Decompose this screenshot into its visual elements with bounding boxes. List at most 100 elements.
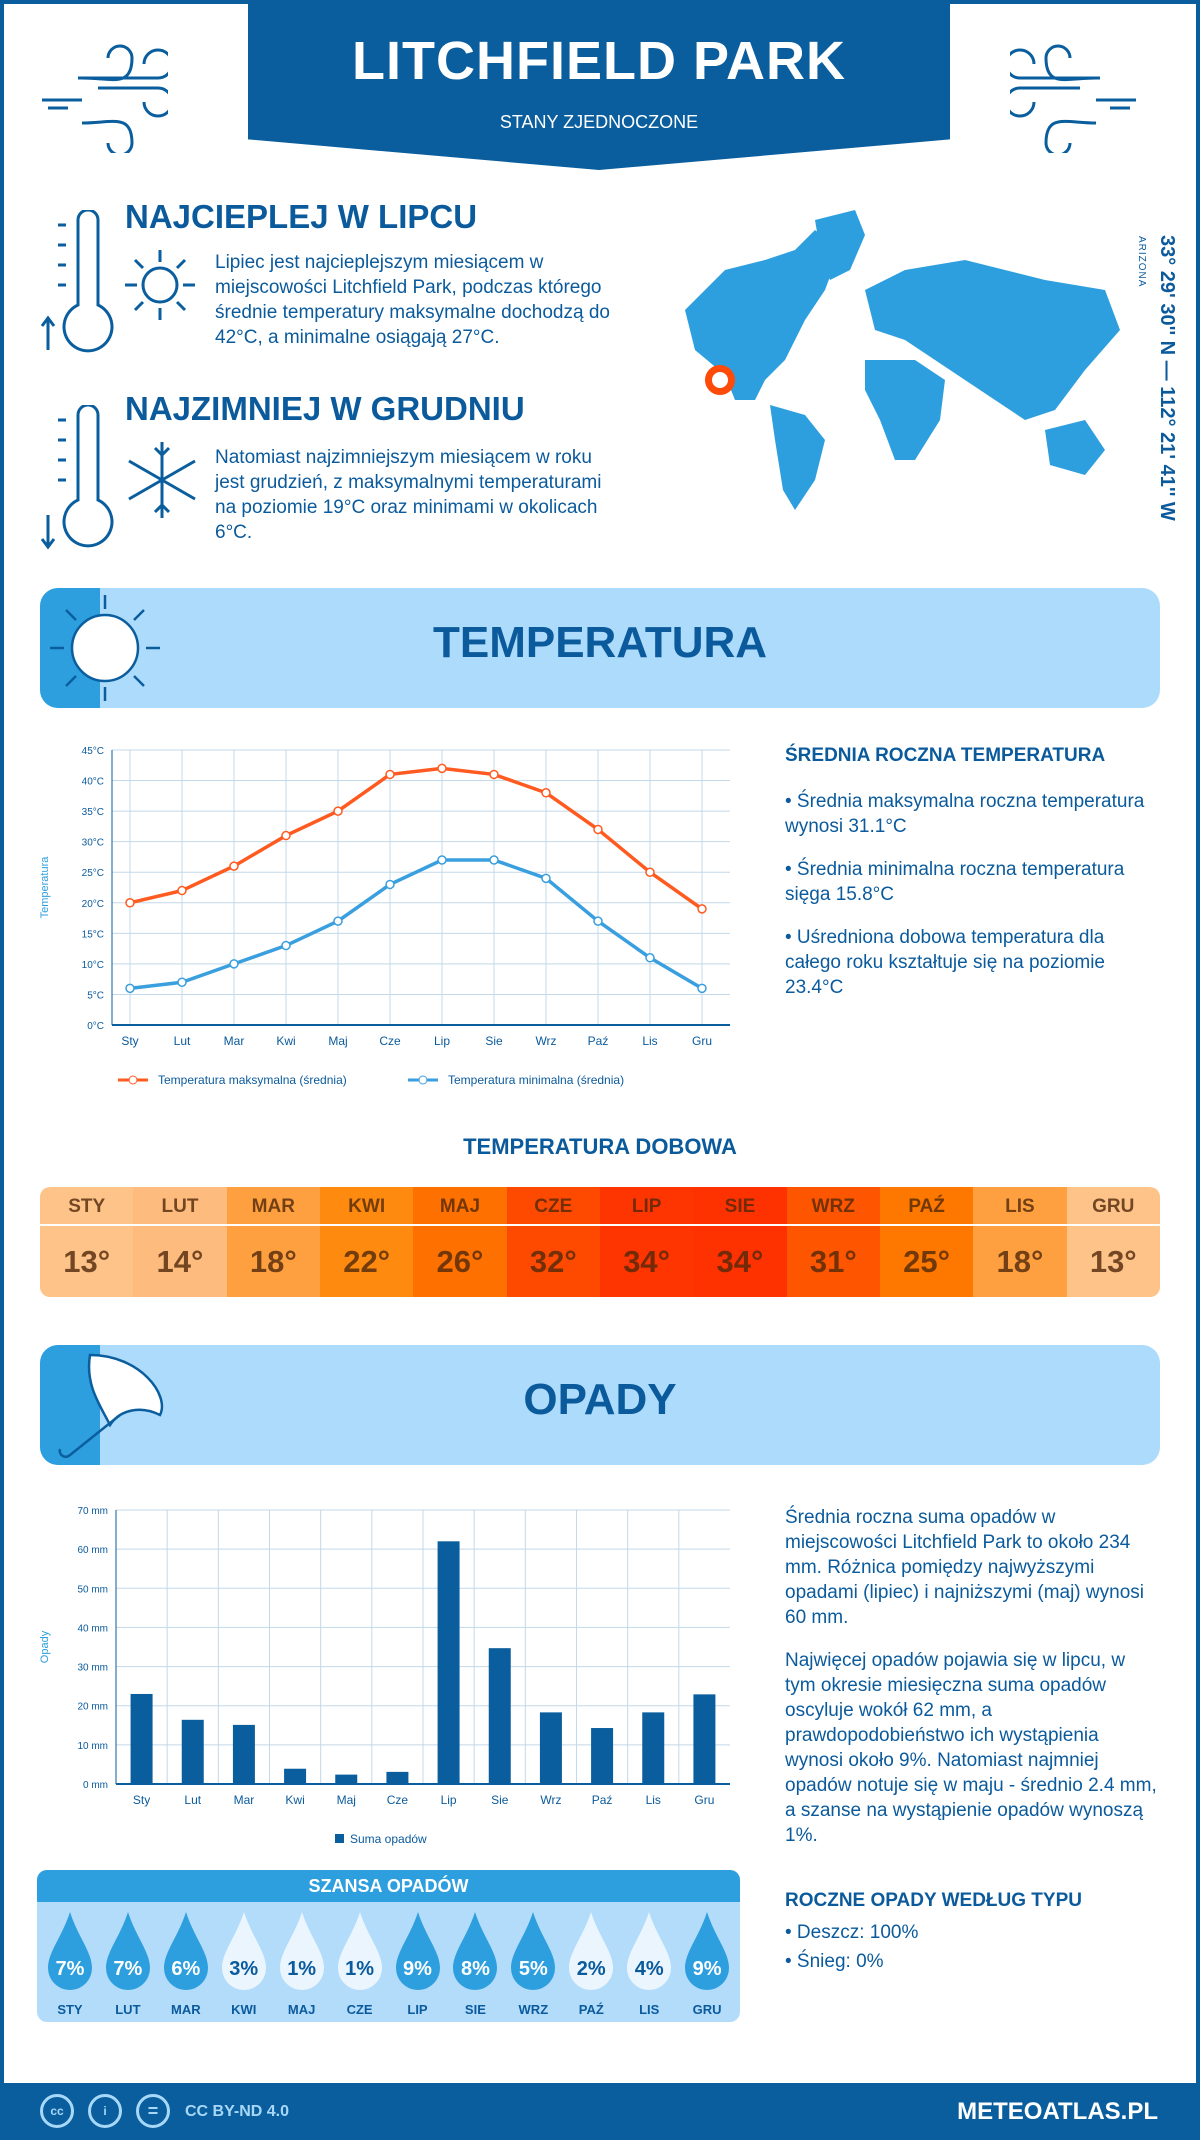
month-label: WRZ [518,2002,549,2017]
temperature-section-title: TEMPERATURA [432,618,768,667]
precip-chance-drop: 5% WRZ [504,1902,562,2022]
precip-chance-drop: 4% LIS [620,1902,678,2022]
y-tick-label: 0°C [87,1021,104,1032]
precip-chance-drop: 9% GRU [678,1902,736,2022]
month-label: LIP [599,1187,694,1226]
y-tick-label: 20°C [82,899,104,910]
precip-summary: Średnia roczna suma opadów w miejscowośc… [785,1505,1160,1866]
legend-label: Temperatura minimalna (średnia) [448,1073,624,1087]
data-point [333,916,343,926]
cc-icon: cc [40,2094,74,2128]
chance-value: 1% [287,1958,317,1980]
bar [437,1541,460,1784]
sun-icon [125,250,195,320]
chance-value: 2% [576,1958,606,1980]
warmest-heading: NAJCIEPLEJ W LIPCU [125,198,478,235]
precip-chance-drop: 1% MAJ [273,1902,331,2022]
raindrop-icon [221,1912,266,1990]
data-point [645,953,655,963]
month-label: GRU [692,2002,722,2017]
region-label: ARIZONA [1136,236,1147,288]
coldest-text: Natomiast najzimniejszym miesiącem w rok… [215,447,602,543]
bar [232,1724,255,1784]
temp-value: 22° [343,1243,391,1279]
precip-chance-drop: 7% LUT [99,1902,157,2022]
data-point [541,788,551,798]
data-point [229,959,239,969]
precip-chance-drop: 6% MAR [157,1902,215,2022]
daily-temp-title: TEMPERATURA DOBOWA [463,1134,737,1159]
month-label: KWI [231,2002,257,2017]
x-tick-label: Kwi [276,1034,295,1048]
precip-chance-drop: 2% PAŹ [562,1902,620,2022]
chance-value: 7% [113,1958,143,1980]
chance-value: 9% [403,1958,432,1980]
precip-chance-drop: 3% KWI [215,1902,273,2022]
wind-icon [1010,44,1136,153]
data-point [697,904,707,914]
page-title: LITCHFIELD PARK [352,31,846,91]
chance-value: 6% [171,1958,201,1980]
y-tick-label: 35°C [82,807,104,818]
series-line [129,858,703,991]
location-marker [705,365,735,395]
x-tick-label: Mar [234,1793,255,1807]
temp-value: 18° [249,1243,297,1279]
coldest-heading: NAJZIMNIEJ W GRUDNIU [125,390,525,427]
bar [539,1712,562,1784]
data-point [177,977,187,987]
y-tick-label: 30 mm [77,1663,108,1674]
temp-value: 13° [63,1243,111,1279]
x-tick-label: Lip [434,1034,450,1048]
x-tick-label: Lut [184,1793,201,1807]
temp-summary-item: • Średnia minimalna roczna temperatura s… [785,859,1125,905]
daily-temp-cell: LIS 18° [973,1187,1067,1297]
chance-value: 5% [518,1958,548,1980]
raindrop-icon [337,1912,382,1990]
x-tick-label: Cze [379,1034,401,1048]
precip-type: ROCZNE OPADY WEDŁUG TYPU • Deszcz: 100% … [785,1890,1160,1992]
bar [181,1719,204,1784]
daily-temp-cell: LIP 34° [599,1187,694,1297]
legend-swatch [335,1834,344,1843]
data-point [489,855,499,865]
precipitation-chart: 0 mm 10 mm 20 mm 30 mm 40 mm 50 mm 60 mm 70 mm S… [39,1506,730,1846]
warmest-text: Lipiec jest najcieplejszym miesiącem w m… [215,252,610,348]
daily-temp-cell: GRU 13° [1066,1187,1160,1297]
month-label: MAR [171,2002,201,2017]
x-tick-label: Sty [133,1793,150,1807]
chance-value: 4% [634,1958,664,1980]
bar [693,1694,716,1784]
raindrop-icon [511,1912,556,1990]
chance-value: 8% [460,1958,490,1980]
x-tick-label: Lis [642,1034,657,1048]
data-point [125,983,135,994]
y-tick-label: 60 mm [77,1545,108,1556]
month-label: PAŹ [879,1187,974,1226]
x-tick-label: Mar [224,1034,245,1048]
precip-type-heading: ROCZNE OPADY WEDŁUG TYPU [785,1890,1082,1911]
no-derivatives-icon: = [136,2094,170,2128]
x-tick-label: Paź [588,1034,609,1048]
month-label: MAJ [413,1187,507,1226]
data-point [437,763,447,774]
month-label: STY [57,2002,83,2017]
temp-value: 32° [529,1243,577,1279]
series-line [129,766,704,911]
month-label: LIS [973,1187,1067,1226]
x-tick-label: Wrz [540,1793,561,1807]
raindrop-icon [395,1912,440,1990]
x-tick-label: Sie [491,1793,509,1807]
data-point [385,879,395,890]
raindrop-icon [279,1912,324,1990]
license-label[interactable]: CC BY-ND 4.0 [185,2103,290,2120]
raindrop-icon [163,1912,208,1990]
temperature-chart: 0°C 5°C 10°C 15°C 20°C 25°C 30°C 35°C 40°C 45°C St… [39,746,730,1087]
country-subtitle: STANY ZJEDNOCZONE [499,112,699,132]
data-point [281,940,291,951]
chance-value: 7% [55,1958,85,1980]
legend-label: Temperatura maksymalna (średnia) [158,1073,347,1087]
temperature-section-banner [40,588,1160,708]
data-point [385,769,395,780]
site-link[interactable]: METEOATLAS.PL [957,2098,1158,2125]
